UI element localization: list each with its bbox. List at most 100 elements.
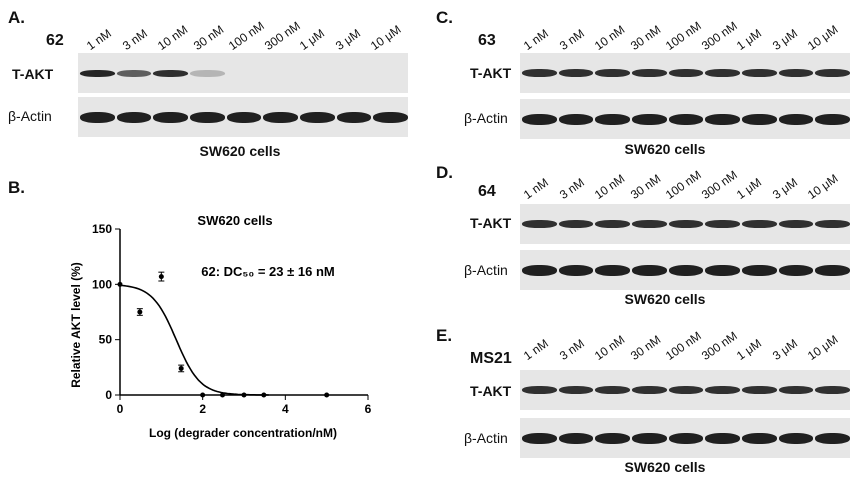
data-point [200, 392, 206, 398]
lane-label: 3 nM [119, 26, 150, 53]
panel-c-lane-labels: 1 nM 3 nM 10 nM 30 nM 100 nM 300 nM 1 μM 3 μM 10… [521, 13, 845, 53]
blot-band [815, 432, 850, 444]
panel-e-cells: SW620 cells [624, 459, 706, 475]
lane-label: 10 μM [805, 171, 841, 202]
blot-band [80, 69, 115, 77]
blot-band [815, 113, 850, 125]
blot-band [595, 69, 630, 77]
blot-band [632, 386, 667, 394]
blot-band [668, 432, 704, 444]
blot-band [778, 386, 814, 394]
x-axis-label: Log (degrader concentration/nM) [149, 426, 337, 440]
lane-label: 3 nM [556, 26, 587, 53]
panel-d-cells: SW620 cells [624, 291, 706, 307]
lane-label: 10 nM [592, 332, 628, 363]
panel-c-cells: SW620 cells [624, 141, 706, 157]
blot-band [522, 386, 557, 394]
blot-band [778, 69, 814, 77]
panel-d-blot-actin [520, 250, 850, 290]
blot-band [668, 264, 704, 276]
blot-band [632, 113, 667, 125]
blot-band [190, 111, 225, 123]
blot-band [522, 220, 557, 228]
chart-annotation: 62: DC₅₀ = 23 ± 16 nM [201, 264, 334, 279]
blot-band [742, 69, 777, 77]
blot-band [705, 386, 740, 394]
panel-a-blot-akt [78, 53, 408, 93]
blot-band [595, 220, 630, 228]
blot-band [522, 113, 557, 125]
lane-label: 100 nM [663, 18, 705, 53]
panel-d-row-akt: T-AKT [470, 215, 512, 231]
blot-band [815, 386, 850, 394]
panel-e-row-akt: T-AKT [470, 383, 512, 399]
blot-band [595, 386, 630, 394]
blot-band [668, 220, 704, 228]
panel-c-row-actin: β-Actin [464, 110, 508, 126]
panel-d-blot-akt [520, 204, 850, 244]
x-tick-label: 2 [199, 402, 206, 416]
blot-band [558, 220, 594, 228]
y-tick-label: 0 [105, 388, 112, 402]
lane-label: 10 nM [155, 22, 191, 53]
blot-band [778, 264, 814, 276]
blot-band [815, 264, 850, 276]
blot-band [558, 386, 594, 394]
blot-band [558, 113, 594, 125]
blot-band [153, 69, 188, 77]
blot-band [522, 264, 557, 276]
lane-label: 1 nM [520, 336, 551, 363]
blot-band [778, 432, 814, 444]
y-tick-label: 100 [92, 277, 112, 291]
blot-band [815, 69, 850, 77]
blot-band [705, 69, 740, 77]
panel-c-label: C. [436, 8, 453, 27]
panel-e-blot-actin [520, 418, 850, 458]
blot-band [263, 111, 298, 123]
panel-e-compound: MS21 [470, 350, 512, 367]
x-tick-label: 0 [117, 402, 124, 416]
blot-band [80, 111, 115, 123]
blot-band [632, 220, 667, 228]
blot-band [226, 111, 262, 123]
panel-a-blot-actin [78, 97, 408, 137]
blot-band [742, 432, 777, 444]
blot-band [815, 220, 850, 228]
blot-band [595, 264, 630, 276]
data-point [220, 392, 226, 398]
blot-band [705, 432, 740, 444]
blot-band [705, 113, 740, 125]
lane-label: 30 nM [627, 171, 663, 202]
panel-a-row-actin: β-Actin [8, 108, 52, 124]
blot-band [336, 111, 372, 123]
lane-label: 300 nM [261, 18, 303, 53]
y-axis-label: Relative AKT level (%) [69, 262, 83, 388]
lane-label: 3 nM [556, 336, 587, 363]
blot-band [742, 220, 777, 228]
panel-e-lane-labels: 1 nM 3 nM 10 nM 30 nM 100 nM 300 nM 1 μM 3 μM 10… [521, 323, 845, 363]
lane-label: 3 μM [769, 336, 800, 363]
blot-band [668, 386, 704, 394]
y-tick-label: 50 [99, 333, 113, 347]
panel-a-compound: 62 [46, 32, 64, 49]
lane-label: 3 μM [769, 26, 800, 53]
blot-band [558, 432, 594, 444]
lane-label: 10 μM [805, 332, 841, 363]
blot-band [778, 113, 814, 125]
blot-band [742, 264, 777, 276]
lane-label: 100 nM [663, 167, 705, 202]
lane-label: 30 nM [627, 332, 663, 363]
blot-band [153, 111, 188, 123]
lane-label: 1 nM [520, 26, 551, 53]
blot-band [300, 111, 335, 123]
data-point [324, 392, 330, 398]
lane-label: 300 nM [698, 328, 740, 363]
panel-c-compound: 63 [478, 32, 496, 49]
panel-e-label: E. [436, 326, 453, 345]
x-tick-label: 4 [282, 402, 289, 416]
panel-e-blot-akt [520, 370, 850, 410]
panel-a-label: A. [8, 8, 25, 27]
chart-title: SW620 cells [197, 213, 272, 228]
blot-band [116, 111, 152, 123]
panel-b-label: B. [8, 178, 25, 197]
